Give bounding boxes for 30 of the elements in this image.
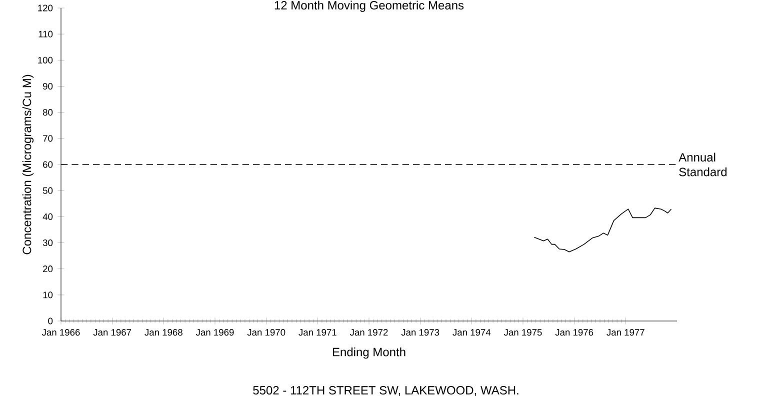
text: 5502 - 112TH STREET SW, LAKEWOOD, WASH.	[253, 386, 518, 396]
x-tick-label: Jan 1972	[350, 329, 388, 336]
x-axis-title: Ending Month	[332, 347, 406, 359]
y-tick-label: 30	[42, 239, 53, 246]
y-tick-label: 70	[43, 135, 53, 142]
x-tick-label: Jan 1975	[504, 329, 542, 336]
y-tick-label: 110	[38, 30, 53, 38]
y-tick-label: 50	[42, 187, 53, 194]
x-tick-label: Jan 1968	[144, 329, 182, 336]
x-tick-label: Jan 1967	[93, 329, 132, 336]
x-tick-label: Jan 1973	[401, 329, 440, 336]
y-axis-title: Concentration (Micrograms/Cu M)	[22, 74, 34, 254]
x-tick-label: Jan 1969	[196, 329, 234, 336]
y-tick-label: 20	[43, 266, 53, 272]
y-tick-label: 0	[48, 318, 53, 324]
y-tick-label: 80	[42, 109, 53, 116]
x-tick-label: Jan 1976	[555, 329, 594, 336]
chart-title: 12 Month Moving Geometric Means	[274, 0, 464, 12]
x-tick-label: Jan 1970	[247, 329, 286, 336]
y-tick-label: 60	[43, 161, 53, 168]
y-tick-label: 40	[42, 213, 53, 220]
x-tick-label: Jan 1966	[42, 329, 80, 336]
x-tick-label: Jan 1974	[452, 329, 491, 336]
y-tick-label: 100	[38, 56, 53, 64]
x-tick-label: Jan 1971	[298, 329, 336, 336]
ref-line-label: Annual Standard	[678, 152, 727, 176]
y-tick-label: 10	[43, 292, 53, 298]
x-tick-label: Jan 1977	[606, 329, 644, 336]
y-tick-label: 120	[38, 4, 53, 12]
y-tick-label: 90	[43, 82, 53, 90]
